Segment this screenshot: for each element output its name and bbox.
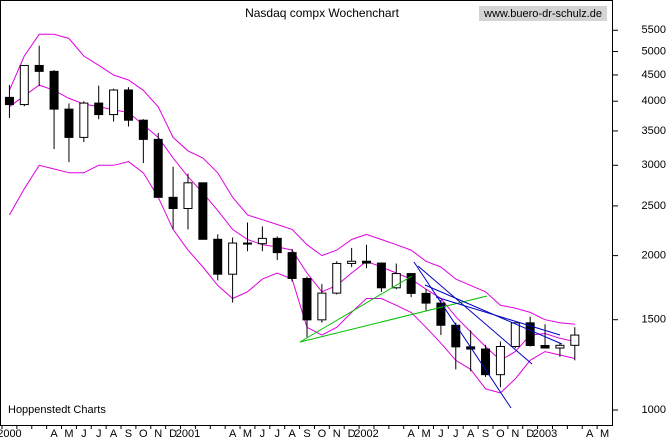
candle-body — [540, 344, 550, 349]
x-tick-label: 2002 — [354, 428, 378, 440]
plot-area — [4, 33, 580, 394]
candle-body — [391, 273, 401, 289]
candle-body — [109, 89, 119, 116]
candle-body — [94, 102, 104, 116]
x-tick-label: M — [600, 428, 609, 440]
trend-line — [299, 275, 413, 343]
candle-body — [347, 260, 357, 264]
trend-line — [435, 296, 561, 336]
x-tick-label: A — [407, 428, 415, 440]
candle-body — [123, 89, 133, 121]
candle-body — [510, 322, 520, 347]
candle-body — [138, 119, 148, 140]
trend-lines — [299, 261, 563, 409]
y-tick-label: 3000 — [642, 159, 666, 171]
candle-body — [79, 102, 89, 138]
x-tick-label: A — [110, 428, 118, 440]
candle-body — [257, 237, 267, 245]
candle-body — [570, 334, 580, 346]
source-note: Hoppenstedt Charts — [8, 404, 106, 416]
x-tick-label: O — [139, 428, 148, 440]
trend-line — [299, 295, 488, 343]
candle-body — [153, 138, 163, 198]
x-tick-label: S — [303, 428, 310, 440]
x-tick-label: J — [453, 428, 459, 440]
candle-body — [421, 292, 431, 304]
x-tick-label: M — [64, 428, 73, 440]
candle-body — [19, 64, 29, 106]
watermark: www.buero-dr-schulz.de — [483, 8, 602, 20]
candle-body — [525, 322, 535, 346]
candle-body — [287, 252, 297, 279]
y-tick-label: 5000 — [642, 45, 666, 57]
x-tick-label: J — [260, 428, 266, 440]
chart-title: Nasdaq compx Wochenchart — [245, 6, 400, 20]
candle-body — [228, 242, 238, 275]
watermark-box — [479, 6, 607, 21]
trend-line — [417, 265, 533, 365]
x-tick-label: J — [96, 428, 102, 440]
x-tick-label: A — [288, 428, 296, 440]
candle-body — [242, 242, 252, 245]
candle-body — [213, 238, 223, 275]
x-tick-label: N — [333, 428, 341, 440]
x-tick-label: J — [438, 428, 444, 440]
y-tick-label: 2500 — [642, 200, 666, 212]
candle-body — [332, 262, 342, 294]
candle-body — [183, 182, 193, 210]
x-tick-label: D — [526, 428, 534, 440]
x-tick-label: M — [421, 428, 430, 440]
candle-body — [168, 196, 178, 210]
candle-body — [406, 273, 416, 294]
y-tick-label: 5500 — [642, 24, 666, 36]
x-tick-label: 2000 — [0, 428, 22, 440]
y-tick-label: 4000 — [642, 95, 666, 107]
candle-body — [481, 348, 491, 376]
candle-body — [362, 260, 372, 264]
candle-body — [49, 70, 59, 110]
x-tick-label: N — [154, 428, 162, 440]
x-tick-label: M — [243, 428, 252, 440]
candle-body — [34, 64, 44, 72]
y-tick-label: 2000 — [642, 250, 666, 262]
plot-frame — [0, 0, 613, 426]
x-tick-label: O — [318, 428, 327, 440]
candle-body — [317, 292, 327, 321]
x-tick-label: A — [467, 428, 475, 440]
trend-line — [413, 261, 512, 409]
x-tick-label: A — [586, 428, 594, 440]
x-tick-label: A — [50, 428, 58, 440]
y-tick-label: 1000 — [642, 404, 666, 416]
candle-body — [555, 344, 565, 349]
x-tick-label: J — [274, 428, 280, 440]
y-tick-label: 1500 — [642, 314, 666, 326]
candle-body — [198, 182, 208, 240]
y-tick-label: 4500 — [642, 69, 666, 81]
candle-body — [272, 237, 282, 254]
x-tick-label: D — [348, 428, 356, 440]
x-tick-label: S — [125, 428, 132, 440]
candle-body — [64, 108, 74, 138]
x-tick-label: 2001 — [176, 428, 200, 440]
candle-body — [302, 277, 312, 321]
x-tick-label: S — [482, 428, 489, 440]
x-tick-label: A — [229, 428, 237, 440]
x-tick-label: O — [496, 428, 505, 440]
candle-body — [376, 262, 386, 289]
candle-body — [495, 345, 505, 376]
x-tick-label: 2003 — [533, 428, 557, 440]
candle-body — [4, 96, 14, 106]
x-tick-label: J — [81, 428, 87, 440]
x-tick-label: N — [511, 428, 519, 440]
band-line — [8, 33, 575, 325]
y-tick-label: 3500 — [642, 125, 666, 137]
x-tick-label: D — [169, 428, 177, 440]
